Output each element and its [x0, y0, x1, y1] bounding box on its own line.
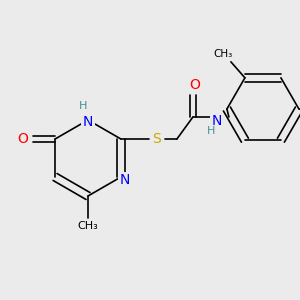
Text: H: H: [207, 126, 215, 136]
Text: O: O: [190, 78, 200, 92]
Text: N: N: [120, 173, 130, 187]
Text: S: S: [152, 132, 161, 146]
Text: CH₃: CH₃: [78, 221, 98, 231]
Text: CH₃: CH₃: [213, 49, 232, 59]
Text: O: O: [18, 132, 28, 146]
Text: N: N: [212, 114, 222, 128]
Text: N: N: [83, 115, 93, 129]
Text: H: H: [79, 101, 87, 111]
